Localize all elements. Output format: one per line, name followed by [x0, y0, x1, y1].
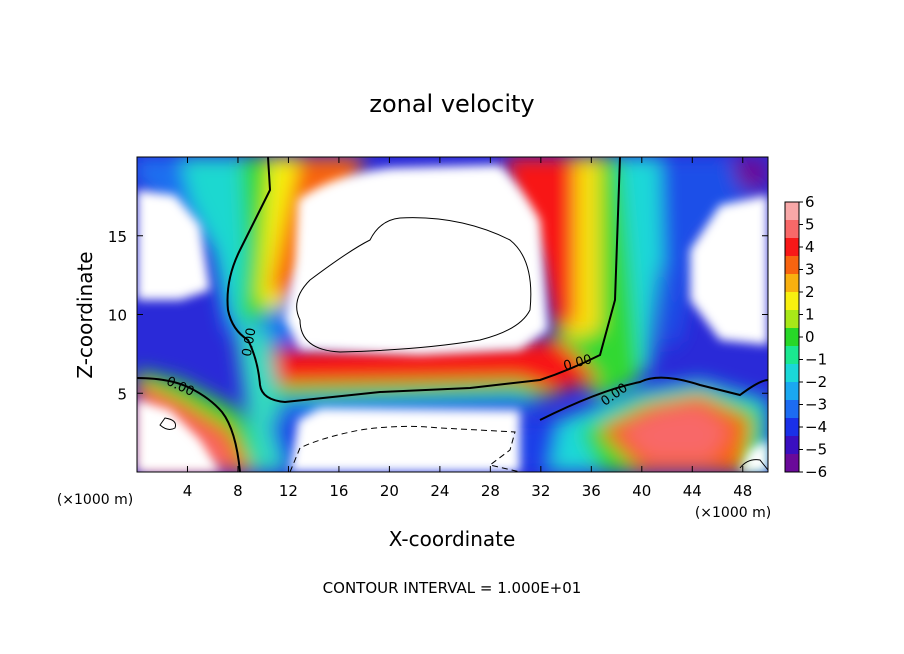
- colorbar-tick-label: 5: [805, 216, 815, 234]
- x-tick-label: 32: [531, 482, 550, 500]
- colorbar-swatch: [785, 238, 799, 256]
- plot-area: [137, 157, 768, 472]
- colorbar: [784, 201, 800, 473]
- colorbar-swatch: [785, 256, 799, 274]
- colorbar-tick-label: −4: [805, 418, 827, 436]
- colorbar-swatch: [785, 418, 799, 436]
- colorbar-tick-label: −6: [805, 463, 827, 481]
- colorbar-tick-label: 2: [805, 283, 815, 301]
- x-axis-label: X-coordinate: [389, 527, 516, 551]
- contour-label: 0.00: [240, 327, 260, 358]
- colorbar-swatch: [785, 436, 799, 454]
- colorbar-ticks: 6 5 4 3 2 1 0 −1 −2 −3 −4 −5 −6: [799, 193, 827, 481]
- colorbar-swatch: [785, 400, 799, 418]
- y-tick-label: 5: [117, 385, 127, 403]
- chart-title: zonal velocity: [369, 90, 534, 118]
- colorbar-swatch: [785, 346, 799, 364]
- colorbar-tick-label: −3: [805, 396, 827, 414]
- colorbar-tick-label: 3: [805, 261, 815, 279]
- colorbar-swatch: [785, 454, 799, 472]
- contour-label: 0.00: [562, 352, 594, 374]
- y-axis-ticks: 5 10 15: [108, 228, 768, 403]
- colorbar-swatch: [785, 310, 799, 328]
- colorbar-tick-label: −5: [805, 441, 827, 459]
- x-tick-label: 4: [183, 482, 193, 500]
- x-tick-label: 28: [481, 482, 500, 500]
- colorbar-tick-label: 6: [805, 193, 815, 211]
- colorbar-tick-label: 4: [805, 238, 815, 256]
- x-tick-label: 48: [733, 482, 752, 500]
- colorbar-swatch: [785, 328, 799, 346]
- y-axis-label: Z-coordinate: [73, 251, 97, 378]
- colorbar-tick-label: 1: [805, 306, 815, 324]
- x-tick-label: 36: [582, 482, 601, 500]
- colorbar-tick-label: −1: [805, 351, 827, 369]
- contour-interval-note: CONTOUR INTERVAL = 1.000E+01: [323, 579, 582, 597]
- x-tick-label: 44: [683, 482, 702, 500]
- y-tick-label: 15: [108, 228, 127, 246]
- colorbar-tick-label: −2: [805, 373, 827, 391]
- colorbar-swatch: [785, 364, 799, 382]
- x-tick-label: 20: [380, 482, 399, 500]
- x-tick-label: 16: [329, 482, 348, 500]
- x-tick-label: 40: [632, 482, 651, 500]
- colorbar-swatch: [785, 274, 799, 292]
- colorbar-swatch: [785, 202, 799, 220]
- colorbar-swatch: [785, 220, 799, 238]
- x-axis-ticks: 4 8 12 16 20 24 28 32 36 40 44 48: [183, 157, 752, 500]
- x-tick-label: 24: [430, 482, 449, 500]
- x-unit-note-right: (×1000 m): [695, 505, 771, 521]
- colorbar-tick-label: 0: [805, 328, 815, 346]
- y-tick-label: 10: [108, 307, 127, 325]
- colorbar-swatch: [785, 292, 799, 310]
- x-tick-label: 12: [279, 482, 298, 500]
- colorbar-swatch: [785, 382, 799, 400]
- x-unit-note-left: (×1000 m): [57, 492, 133, 508]
- x-tick-label: 8: [233, 482, 243, 500]
